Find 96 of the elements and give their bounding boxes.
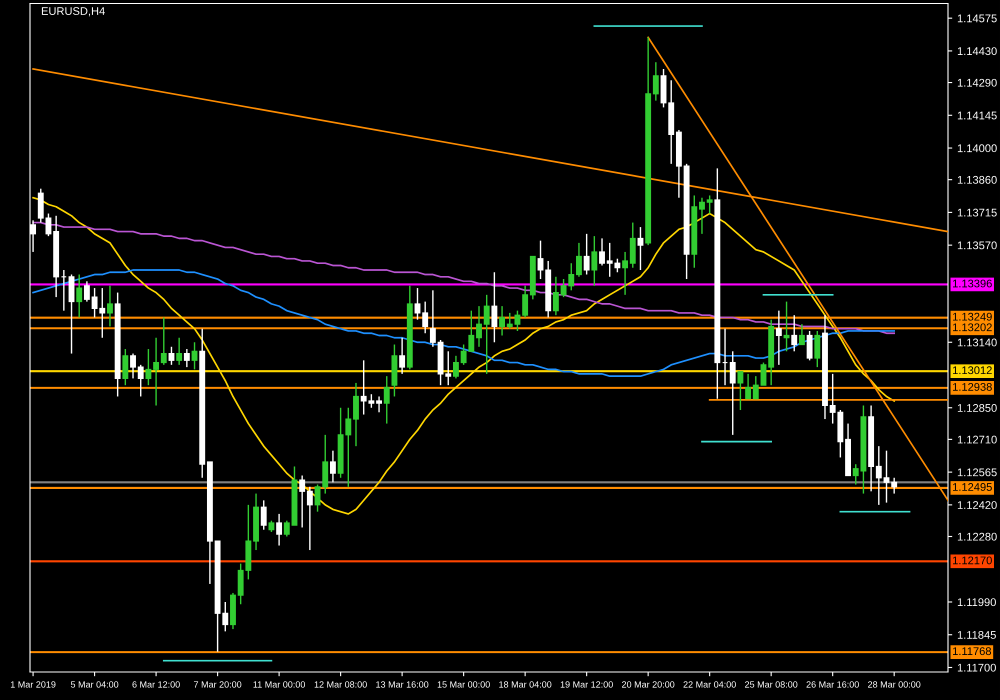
- candlestick: [306, 486, 313, 551]
- x-tick-label: 5 Mar 04:00: [70, 681, 118, 688]
- candlestick: [622, 251, 628, 296]
- y-tick-label: 1.14575: [958, 14, 997, 22]
- ref-line-label: 1.12938: [953, 383, 992, 391]
- candlestick: [168, 346, 174, 366]
- candlestick: [353, 382, 359, 447]
- y-tick-label: 1.13715: [958, 208, 997, 217]
- candlestick: [737, 370, 744, 411]
- candlestick: [538, 240, 544, 280]
- y-tick-label: 1.12850: [958, 404, 997, 412]
- candlestick: [752, 375, 759, 400]
- x-tick-label: 7 Mar 20:00: [194, 681, 242, 688]
- candlestick: [491, 272, 498, 343]
- candlestick: [176, 337, 182, 366]
- candlestick: [276, 513, 282, 546]
- candlestick: [745, 373, 752, 400]
- y-tick-label: 1.11990: [958, 598, 996, 606]
- candlestick: [222, 601, 228, 632]
- candlestick: [614, 258, 620, 273]
- x-tick-label: 15 Mar 00:00: [438, 681, 490, 688]
- y-tick-label: 1.12565: [958, 468, 997, 476]
- candlestick: [722, 328, 728, 386]
- candlestick: [122, 348, 128, 386]
- candlestick: [606, 242, 613, 278]
- candlestick: [160, 316, 167, 366]
- candlestick: [599, 238, 605, 266]
- y-tick-label: 1.14430: [958, 47, 997, 56]
- y-tick-label: 1.14145: [958, 112, 997, 120]
- candlestick: [76, 274, 82, 318]
- candlestick: [484, 294, 490, 375]
- ref-line-label: 1.12170: [953, 556, 992, 564]
- line-series: [32, 269, 896, 377]
- candlestick: [806, 330, 813, 362]
- candlestick: [99, 287, 106, 338]
- candlestick: [60, 269, 67, 312]
- candlestick: [506, 312, 513, 330]
- candlestick: [284, 520, 290, 538]
- candlestick: [268, 520, 274, 533]
- candlestick: [184, 348, 190, 368]
- candlestick: [107, 285, 113, 328]
- candlestick: [399, 337, 406, 375]
- x-tick-label: 26 Mar 16:00: [806, 681, 859, 688]
- candlestick: [260, 500, 267, 530]
- ref-line-label: 1.11768: [953, 647, 992, 656]
- candlestick: [330, 450, 336, 483]
- ref-line-label: 1.13202: [953, 323, 992, 332]
- candlestick: [730, 350, 736, 436]
- candlestick: [784, 300, 790, 352]
- candlestick: [776, 310, 782, 366]
- x-tick-label: 12 Mar 08:00: [314, 681, 367, 688]
- candlestick: [852, 464, 859, 486]
- candlestick: [345, 407, 352, 488]
- y-tick-label: 1.14290: [958, 78, 997, 87]
- ref-line-label: 1.12495: [953, 483, 992, 491]
- candlestick: [576, 242, 582, 278]
- ref-line-label: 1.13396: [953, 280, 992, 288]
- x-tick-label: 6 Mar 12:00: [132, 681, 180, 688]
- candlestick: [638, 226, 644, 271]
- candlestick: [798, 324, 805, 346]
- x-tick-label: 1 Mar 2019: [10, 681, 56, 688]
- y-tick-label: 1.12280: [958, 532, 997, 541]
- candlestick: [499, 305, 506, 336]
- y-tick-label: 1.11845: [958, 631, 996, 639]
- x-tick-label: 20 Mar 20:00: [622, 681, 674, 688]
- chart-title: EURUSD,H4: [42, 7, 105, 16]
- candlestick: [568, 262, 574, 292]
- y-tick-label: 1.13570: [958, 241, 997, 250]
- candlestick: [130, 352, 136, 380]
- y-tick-label: 1.13860: [958, 176, 997, 184]
- candlestick: [360, 360, 367, 416]
- x-tick-label: 11 Mar 00:00: [254, 681, 306, 688]
- candlestick: [591, 235, 598, 286]
- y-tick-label: 1.11700: [958, 664, 996, 672]
- candlestick: [299, 474, 306, 528]
- candlestick: [652, 62, 659, 102]
- candlestick: [876, 445, 882, 506]
- candlestick: [584, 233, 590, 276]
- candlestick: [192, 342, 198, 370]
- x-tick-label: 28 Mar 00:00: [868, 681, 920, 688]
- x-tick-label: 19 Mar 12:00: [560, 681, 613, 688]
- candlestick: [384, 375, 390, 424]
- y-tick-label: 1.13140: [958, 338, 997, 346]
- candlestick: [138, 364, 144, 398]
- y-tick-label: 1.12420: [958, 501, 997, 510]
- candlestick: [314, 484, 320, 512]
- x-tick-label: 25 Mar 08:00: [745, 681, 798, 688]
- candlestick: [814, 330, 820, 368]
- candlestick: [791, 314, 798, 352]
- x-tick-label: 13 Mar 16:00: [376, 681, 428, 688]
- ref-line-label: 1.13249: [953, 312, 992, 321]
- y-tick-label: 1.12710: [958, 436, 997, 444]
- ref-line-label: 1.13012: [953, 366, 992, 374]
- x-tick-label: 18 Mar 04:00: [499, 681, 552, 688]
- x-tick-label: 22 Mar 04:00: [684, 681, 736, 688]
- y-tick-label: 1.14000: [958, 144, 997, 152]
